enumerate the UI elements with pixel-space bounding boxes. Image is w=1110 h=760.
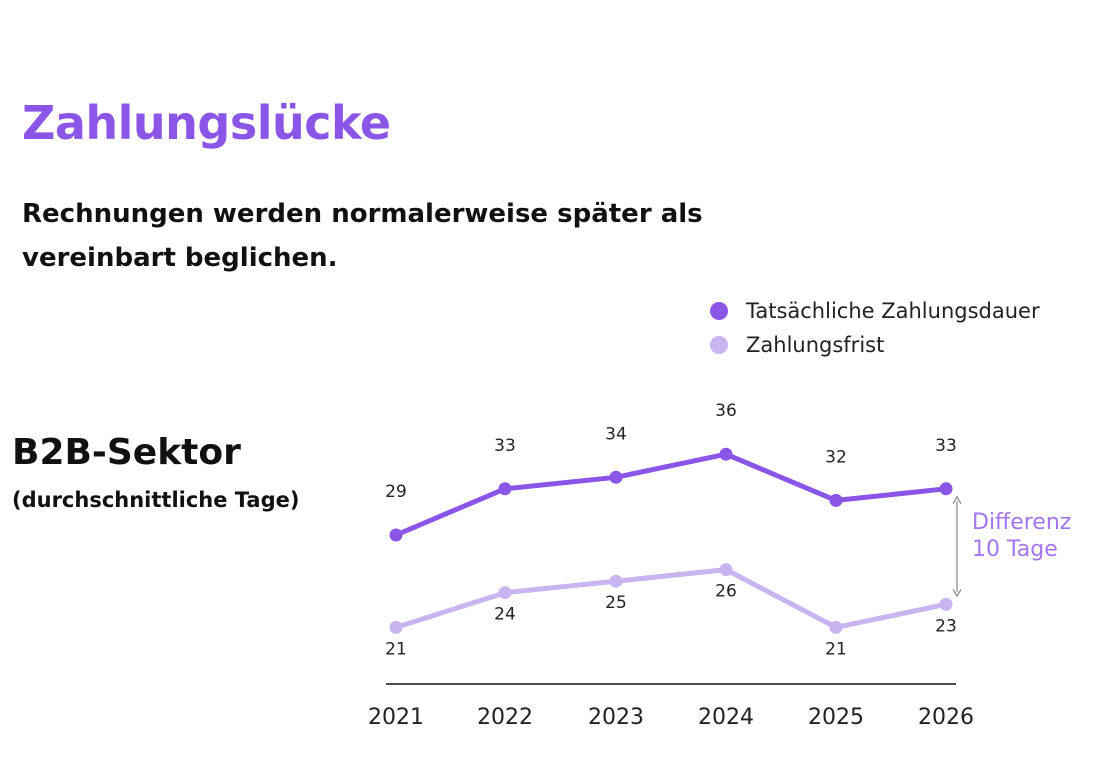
data-label-actual: 33 — [494, 436, 516, 456]
series-layer — [389, 447, 953, 634]
data-point-actual — [939, 482, 953, 496]
data-point-term — [939, 597, 953, 611]
data-label-term: 25 — [605, 593, 627, 613]
data-point-term — [609, 574, 623, 588]
data-label-actual: 34 — [605, 424, 627, 444]
data-point-term — [719, 563, 733, 577]
series-line-actual — [393, 451, 949, 538]
data-point-actual — [719, 447, 733, 461]
labels-layer: 29 33 34 36 32 33 21 24 25 26 21 23 — [385, 401, 957, 659]
page-title: Zahlungslücke — [22, 96, 391, 150]
data-label-term: 26 — [715, 582, 737, 602]
data-point-term — [389, 620, 403, 634]
page-subtitle: Rechnungen werden normalerweise später a… — [22, 199, 703, 273]
data-point-term — [498, 586, 512, 600]
data-label-actual: 33 — [935, 436, 957, 456]
x-tick-label: 2021 — [368, 705, 424, 730]
legend-swatch-actual — [710, 302, 728, 320]
x-tick-label: 2026 — [918, 705, 974, 730]
data-label-term: 24 — [494, 605, 516, 625]
x-ticks-layer: 2021 2022 2023 2024 2025 2026 — [368, 705, 974, 730]
bracket-arrow-up-icon — [952, 495, 962, 505]
series-line-term — [393, 567, 949, 630]
bracket-arrow-down-icon — [952, 588, 962, 598]
data-label-term: 23 — [935, 616, 957, 636]
chart-legend: Tatsächliche Zahlungsdauer Zahlungsfrist — [710, 294, 1040, 362]
data-label-actual: 36 — [715, 401, 737, 421]
legend-swatch-term — [710, 336, 728, 354]
annotation-line-1: Differenz — [972, 510, 1071, 535]
annotation-line-2: 10 Tage — [972, 537, 1058, 562]
x-tick-label: 2024 — [698, 705, 754, 730]
x-tick-label: 2025 — [808, 705, 864, 730]
sector-title: B2B-Sektor — [12, 432, 241, 473]
data-point-term — [829, 620, 843, 634]
data-point-actual — [829, 493, 843, 507]
legend-label-actual: Tatsächliche Zahlungsdauer — [746, 299, 1040, 323]
data-point-actual — [498, 482, 512, 496]
legend-item-actual: Tatsächliche Zahlungsdauer — [710, 294, 1040, 328]
sector-subtitle: (durchschnittliche Tage) — [12, 488, 300, 512]
data-point-actual — [609, 470, 623, 484]
x-tick-label: 2022 — [477, 705, 533, 730]
data-label-actual: 29 — [385, 482, 407, 502]
data-point-actual — [389, 528, 403, 542]
legend-label-term: Zahlungsfrist — [746, 333, 885, 357]
legend-item-term: Zahlungsfrist — [710, 328, 1040, 362]
data-label-term: 21 — [385, 639, 407, 659]
x-tick-label: 2023 — [588, 705, 644, 730]
data-label-term: 21 — [825, 639, 847, 659]
data-label-actual: 32 — [825, 447, 847, 467]
difference-annotation: Differenz 10 Tage — [952, 495, 1071, 598]
